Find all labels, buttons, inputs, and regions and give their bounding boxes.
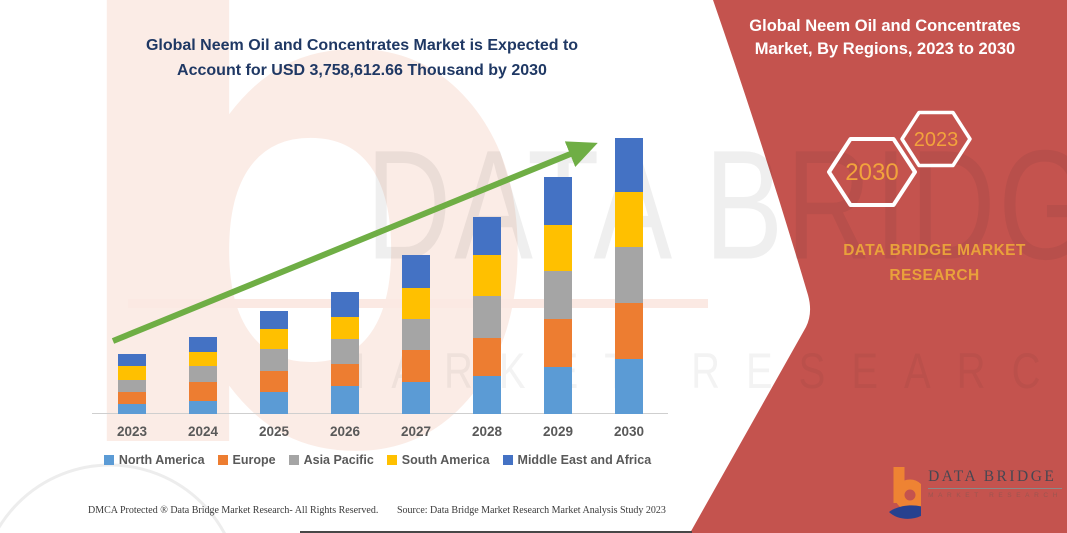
bar-segment-south-america [544, 225, 572, 271]
legend-swatch [103, 455, 114, 465]
bar-segment-south-america [331, 317, 359, 339]
bar-segment-asia-pacific [544, 271, 572, 319]
chart-title: Global Neem Oil and Concentrates Market … [128, 33, 596, 83]
panel-title-line2: Market, By Regions, 2023 to 2030 [754, 40, 1016, 58]
legend-item: Europe [217, 453, 276, 467]
bar-segment-asia-pacific [189, 366, 217, 382]
logo-title: DATA BRIDGE [928, 468, 1062, 489]
bar-segment-north-america [544, 367, 572, 414]
panel-brand-text: DATA BRIDGE MARKET RESEARCH [812, 238, 1057, 288]
bar-segment-south-america [402, 288, 430, 319]
bar-segment-middle-east-and-africa [118, 354, 146, 366]
bar-segment-asia-pacific [473, 296, 501, 338]
bar-segment-south-america [118, 366, 146, 380]
x-axis-label: 2028 [471, 424, 503, 439]
x-axis-label: 2030 [613, 424, 645, 439]
bar-segment-middle-east-and-africa [189, 337, 217, 352]
red-panel-shape [690, 0, 1067, 533]
bar-segment-middle-east-and-africa [473, 217, 501, 255]
x-axis-label: 2023 [116, 424, 148, 439]
bar-segment-asia-pacific [118, 380, 146, 392]
chart-title-line2: Account for USD 3,758,612.66 Thousand by… [177, 62, 547, 79]
panel-title: Global Neem Oil and Concentrates Market,… [716, 15, 1054, 61]
bar-segment-europe [615, 303, 643, 359]
chart-legend: North America Europe Asia Pacific South Ame… [80, 453, 675, 467]
legend-item: North America [103, 453, 205, 467]
databridge-logo: DATA BRIDGE MARKET RESEARCH [886, 460, 1062, 524]
source-note: Source: Data Bridge Market Research Mark… [397, 505, 666, 516]
legend-item: South America [386, 453, 490, 467]
legend-swatch [502, 455, 513, 465]
bar-segment-europe [331, 364, 359, 386]
bar-segment-asia-pacific [331, 339, 359, 364]
x-axis-label: 2029 [542, 424, 574, 439]
bar-segment-south-america [189, 352, 217, 366]
bar-segment-europe [189, 382, 217, 401]
bar-segment-asia-pacific [615, 247, 643, 303]
legend-item: Middle East and Africa [502, 453, 652, 467]
legend-swatch [288, 455, 299, 465]
hexagon-2023 [900, 110, 972, 168]
legend-label: Middle East and Africa [517, 453, 652, 467]
bar-segment-europe [118, 392, 146, 404]
x-axis-label: 2024 [187, 424, 219, 439]
legend-swatch [386, 455, 397, 465]
bar-segment-north-america [189, 401, 217, 414]
x-axis-line [92, 413, 668, 414]
databridge-logo-icon [889, 467, 922, 519]
legend-item: Asia Pacific [288, 453, 374, 467]
bar-segment-south-america [260, 329, 288, 349]
bar-segment-europe [402, 350, 430, 382]
bar-segment-europe [473, 338, 501, 376]
bar-segment-middle-east-and-africa [331, 292, 359, 317]
hexagon-2030 [827, 137, 917, 207]
bar-segment-asia-pacific [260, 349, 288, 371]
bar-segment-south-america [615, 192, 643, 247]
x-axis-label: 2025 [258, 424, 290, 439]
x-axis-label: 2027 [400, 424, 432, 439]
bar-segment-north-america [615, 359, 643, 414]
legend-swatch [217, 455, 228, 465]
logo-subtitle: MARKET RESEARCH [928, 492, 1062, 499]
bar-segment-middle-east-and-africa [544, 177, 572, 225]
bar-segment-middle-east-and-africa [402, 255, 430, 288]
hexagon-2023-label: 2023 [914, 129, 959, 151]
panel-title-line1: Global Neem Oil and Concentrates [749, 17, 1021, 35]
hexagon-2030-label: 2030 [845, 159, 898, 186]
bar-segment-south-america [473, 255, 501, 296]
bar-segment-europe [260, 371, 288, 392]
panel-brand-line2: RESEARCH [889, 267, 980, 284]
bottom-divider [300, 531, 692, 533]
bar-segment-north-america [402, 382, 430, 414]
bar-segment-asia-pacific [402, 319, 430, 350]
watermark-circle [0, 463, 226, 533]
bar-segment-middle-east-and-africa [615, 138, 643, 192]
bar-segment-north-america [473, 376, 501, 414]
legend-label: Europe [232, 453, 276, 467]
bar-segment-europe [544, 319, 572, 367]
panel-brand-line1: DATA BRIDGE MARKET [843, 242, 1026, 259]
databridge-logo-text: DATA BRIDGE MARKET RESEARCH [928, 460, 1062, 499]
x-axis-label: 2026 [329, 424, 361, 439]
bar-segment-middle-east-and-africa [260, 311, 288, 329]
chart-title-line1: Global Neem Oil and Concentrates Market … [145, 37, 579, 54]
watermark-marketresearch-text: MARKET RESEARCH [332, 344, 1067, 399]
bar-segment-north-america [118, 404, 146, 414]
bar-segment-north-america [331, 386, 359, 414]
bar-segment-north-america [260, 392, 288, 414]
legend-label: South America [401, 453, 490, 467]
legend-label: Asia Pacific [303, 453, 374, 467]
legend-label: North America [118, 453, 205, 467]
dmca-notice: DMCA Protected ® Data Bridge Market Rese… [88, 505, 379, 516]
